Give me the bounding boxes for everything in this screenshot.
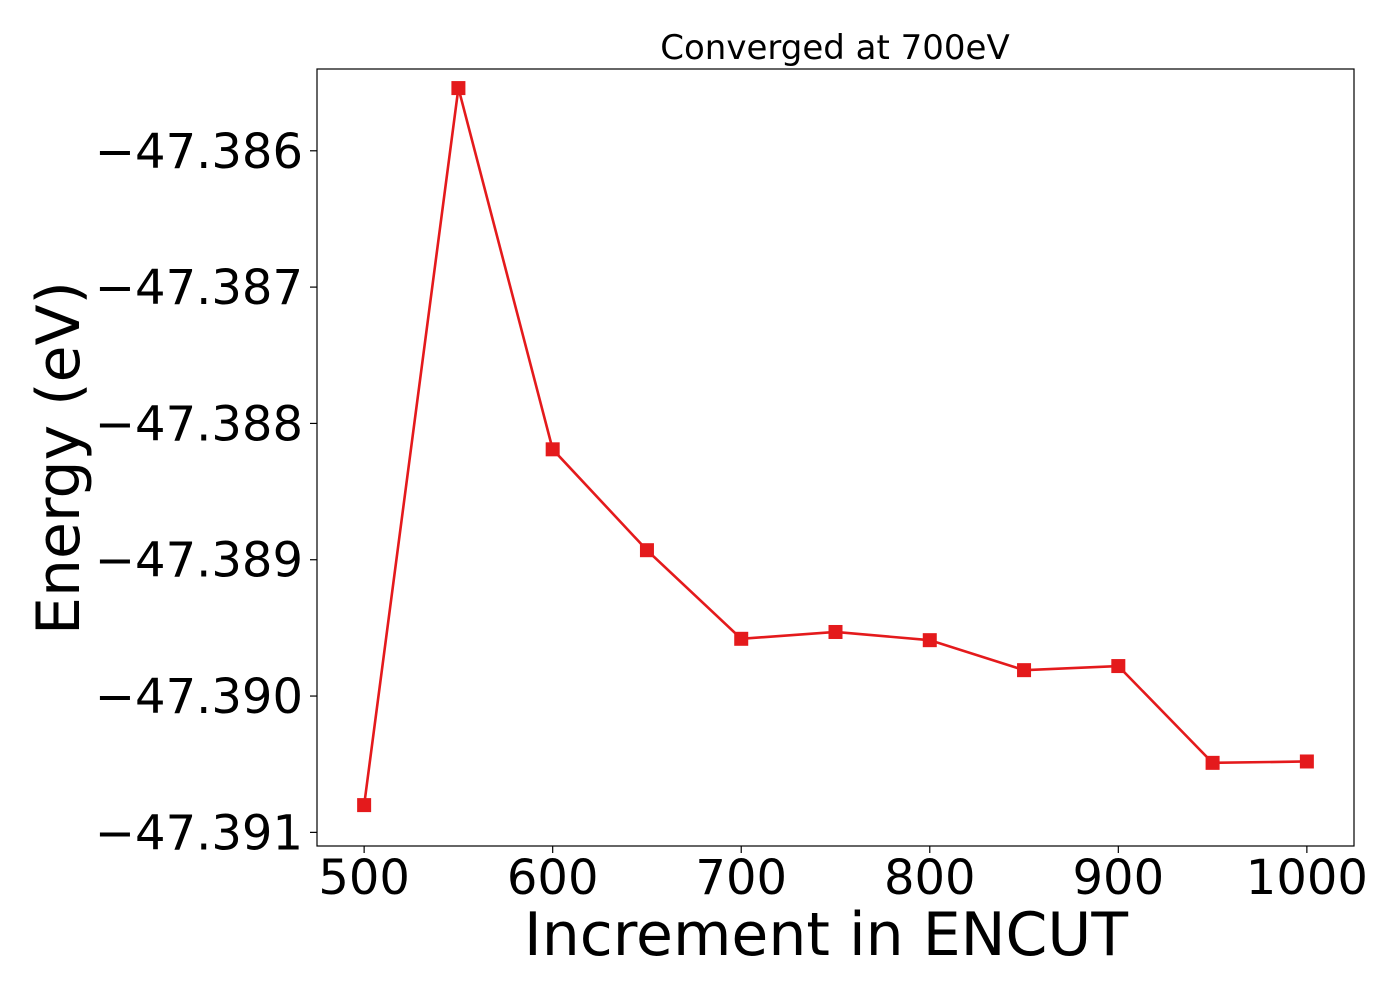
x-tick-label: 600 [507,850,599,906]
x-tick-label: 700 [695,850,787,906]
data-point [545,442,560,457]
x-tick-label: 900 [1073,850,1165,906]
x-tick-label: 800 [884,850,976,906]
data-point [922,633,937,648]
x-tick-label: 500 [318,850,410,906]
y-tick-label: −47.386 [95,124,303,180]
data-point [828,624,843,639]
data-point [1299,754,1314,769]
data-point [451,81,466,96]
y-tick-label: −47.389 [95,533,303,589]
y-axis-label: Energy (eV) [24,281,94,635]
x-tick-label: 1000 [1246,850,1368,906]
x-axis-label: Increment in ENCUT [524,900,1128,970]
data-point [1111,659,1126,674]
series-line [362,87,1307,806]
y-tick-label: −47.387 [95,260,303,316]
plot-frame [316,68,1355,847]
y-tick-label: −47.388 [95,396,303,452]
x-axis-ticks: 500 600 700 800 900 1000 [318,846,1368,906]
data-point [1017,663,1032,678]
plot-area [357,81,1314,813]
data-point [734,631,749,646]
chart-title: Converged at 700eV [660,28,1009,68]
data-point [639,543,654,558]
data-point [357,798,372,813]
y-tick-label: −47.390 [95,669,303,725]
y-axis-ticks: −47.386 −47.387 −47.388 −47.389 −47.390 −47.3… [95,124,317,861]
data-point [1205,755,1220,770]
y-tick-label: −47.391 [95,805,303,861]
